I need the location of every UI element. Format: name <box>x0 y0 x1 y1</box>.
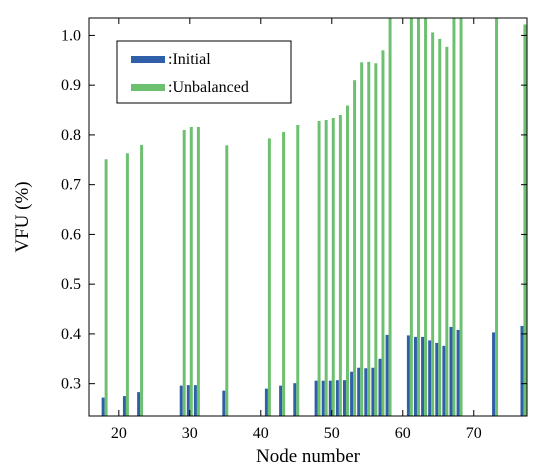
y-axis-ticks: 0.3 0.4 0.5 0.6 0.7 0.8 0.9 1.0 <box>61 27 527 393</box>
bar-unbalanced-node-29 <box>182 129 186 416</box>
bar-initial-node-63 <box>421 336 425 416</box>
bar-initial-node-61 <box>406 335 410 416</box>
y-tick-label: 0.4 <box>61 326 81 343</box>
bar-unbalanced-node-51 <box>338 115 342 416</box>
bar-unbalanced-node-52 <box>345 105 349 416</box>
legend: :Initial :Unbalanced <box>116 40 292 104</box>
bar-unbalanced-node-43 <box>282 131 286 416</box>
bar-initial-node-18 <box>101 397 105 416</box>
x-tick-label: 20 <box>111 425 127 442</box>
bar-unbalanced-node-58 <box>388 18 392 416</box>
bar-initial-node-49 <box>321 380 325 416</box>
bar-initial-node-41 <box>264 388 268 416</box>
bar-initial-node-58 <box>385 334 389 416</box>
bar-unbalanced-node-56 <box>374 63 378 417</box>
bar-unbalanced-node-41 <box>267 138 271 416</box>
bar-initial-node-67 <box>449 326 453 416</box>
bar-initial-node-62 <box>413 336 417 416</box>
plot-frame <box>88 17 528 417</box>
bar-initial-node-23 <box>137 392 141 416</box>
bar-unbalanced-node-61 <box>409 18 413 416</box>
bar-unbalanced-node-35 <box>225 145 229 417</box>
legend-swatch-initial <box>131 56 165 63</box>
bar-unbalanced-node-23 <box>140 144 144 417</box>
legend-box <box>116 40 292 104</box>
bar-initial-node-54 <box>357 367 361 416</box>
legend-label-unbalanced: :Unbalanced <box>168 79 249 96</box>
bar-initial-node-45 <box>293 383 297 416</box>
x-axis-ticks: 20 30 40 50 60 70 <box>111 18 482 442</box>
bar-unbalanced-node-55 <box>367 61 371 416</box>
bar-unbalanced-node-62 <box>416 18 420 416</box>
y-tick-label: 0.8 <box>61 127 81 144</box>
bar-unbalanced-node-66 <box>445 46 449 416</box>
bar-unbalanced-node-77 <box>523 24 527 416</box>
y-tick-label: 0.5 <box>61 276 81 293</box>
x-tick-label: 40 <box>253 425 269 442</box>
bar-initial-node-21 <box>122 396 126 416</box>
bar-initial-node-55 <box>364 368 368 416</box>
x-axis-title: Node number <box>256 446 361 467</box>
bar-unbalanced-node-65 <box>438 38 442 416</box>
bar-initial-node-31 <box>193 385 197 416</box>
y-tick-label: 0.9 <box>61 77 81 94</box>
bar-unbalanced-node-30 <box>189 126 193 416</box>
x-tick-label: 50 <box>324 425 340 442</box>
bar-initial-node-68 <box>456 329 460 416</box>
bar-unbalanced-node-31 <box>196 126 200 416</box>
bar-initial-node-30 <box>186 385 190 416</box>
bar-unbalanced-node-73 <box>495 18 499 416</box>
bar-unbalanced-node-45 <box>296 124 300 417</box>
bar-unbalanced-node-64 <box>431 32 435 417</box>
bar-initial-node-35 <box>222 390 226 416</box>
bar-initial-node-64 <box>428 340 432 416</box>
bar-unbalanced-node-48 <box>317 120 321 416</box>
bar-initial-node-77 <box>520 325 524 416</box>
bar-unbalanced-node-68 <box>459 18 463 416</box>
x-tick-label: 70 <box>466 425 482 442</box>
bar-initial-node-43 <box>279 385 283 416</box>
bar-initial-node-66 <box>442 345 446 416</box>
bar-unbalanced-node-63 <box>424 18 428 416</box>
y-tick-label: 0.7 <box>61 177 81 194</box>
bar-unbalanced-node-49 <box>324 119 328 417</box>
bar-unbalanced-node-18 <box>104 159 108 417</box>
y-tick-label: 0.3 <box>61 376 81 393</box>
y-axis-title: VFU (%) <box>12 181 33 252</box>
bar-initial-node-56 <box>371 367 375 416</box>
bar-unbalanced-node-50 <box>331 118 335 416</box>
bar-initial-node-65 <box>435 342 439 416</box>
bar-initial-node-29 <box>179 385 183 416</box>
bar-initial-node-50 <box>328 380 332 416</box>
initial-series-bars <box>101 325 524 416</box>
x-tick-label: 60 <box>395 425 411 442</box>
legend-label-initial: :Initial <box>168 51 211 68</box>
bar-initial-node-52 <box>343 380 346 416</box>
legend-swatch-unbalanced <box>131 84 165 91</box>
x-tick-label: 30 <box>182 425 198 442</box>
unbalanced-series-bars <box>104 18 527 417</box>
y-tick-label: 1.0 <box>61 27 81 44</box>
bar-unbalanced-node-53 <box>353 80 357 416</box>
bar-initial-node-48 <box>314 380 318 416</box>
bar-initial-node-53 <box>350 371 354 416</box>
bar-unbalanced-node-57 <box>381 50 385 417</box>
bar-unbalanced-node-21 <box>125 153 129 416</box>
bar-unbalanced-node-67 <box>452 18 456 416</box>
bar-unbalanced-node-54 <box>360 62 364 416</box>
bar-initial-node-73 <box>492 332 496 416</box>
bar-initial-node-51 <box>335 380 339 416</box>
y-tick-label: 0.6 <box>61 226 81 243</box>
bar-initial-node-57 <box>378 358 382 416</box>
